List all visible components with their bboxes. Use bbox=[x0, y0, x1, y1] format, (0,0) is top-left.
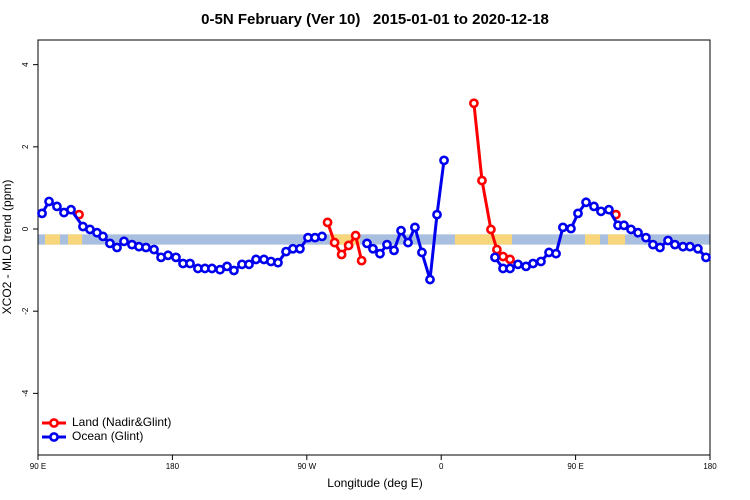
point bbox=[356, 255, 367, 266]
land-span bbox=[454, 234, 512, 245]
point bbox=[163, 250, 173, 261]
y-tick-label: -4 bbox=[21, 389, 30, 397]
point bbox=[322, 217, 333, 228]
point bbox=[141, 242, 151, 253]
point bbox=[244, 259, 254, 270]
point bbox=[171, 252, 181, 263]
point bbox=[105, 238, 115, 249]
point bbox=[655, 242, 665, 253]
land-span bbox=[68, 234, 83, 245]
point bbox=[350, 230, 361, 241]
point bbox=[439, 155, 449, 166]
legend-marker bbox=[49, 432, 59, 442]
legend: Land (Nadir&Glint)Ocean (Glint) bbox=[42, 415, 171, 443]
ocean-band bbox=[38, 234, 710, 245]
point bbox=[505, 263, 515, 274]
point bbox=[44, 196, 54, 207]
point bbox=[382, 239, 392, 250]
point bbox=[469, 98, 479, 109]
point bbox=[229, 265, 239, 276]
point bbox=[641, 232, 651, 243]
point bbox=[513, 259, 523, 270]
y-tick-label: 4 bbox=[21, 62, 30, 67]
x-tick-label: 90 E bbox=[567, 462, 583, 471]
x-tick-label: 180 bbox=[166, 462, 180, 471]
legend-label: Ocean (Glint) bbox=[72, 429, 143, 443]
point bbox=[604, 204, 614, 215]
point bbox=[112, 242, 122, 253]
point bbox=[336, 249, 347, 260]
point bbox=[37, 208, 47, 219]
point bbox=[98, 231, 108, 242]
y-tick-label: -2 bbox=[21, 307, 30, 315]
point bbox=[551, 248, 561, 259]
point bbox=[207, 263, 217, 274]
point bbox=[670, 239, 680, 250]
point bbox=[558, 222, 568, 233]
point bbox=[490, 252, 500, 263]
x-tick-label: 180 bbox=[703, 462, 717, 471]
point bbox=[119, 236, 129, 247]
point bbox=[149, 244, 159, 255]
point bbox=[273, 257, 283, 268]
point bbox=[486, 224, 496, 235]
point bbox=[566, 223, 576, 234]
point bbox=[410, 222, 420, 233]
land-span bbox=[329, 234, 360, 245]
point bbox=[693, 243, 703, 254]
point bbox=[343, 240, 354, 251]
point bbox=[368, 243, 378, 254]
point bbox=[685, 241, 695, 252]
point bbox=[403, 237, 413, 248]
point bbox=[317, 231, 327, 242]
point bbox=[633, 227, 643, 238]
x-tick-label: 0 bbox=[439, 462, 444, 471]
point bbox=[477, 175, 487, 186]
point bbox=[329, 237, 340, 248]
legend-label: Land (Nadir&Glint) bbox=[72, 415, 171, 429]
point bbox=[295, 243, 305, 254]
point bbox=[417, 247, 427, 258]
legend-marker bbox=[49, 418, 59, 428]
x-tick-label: 90 E bbox=[30, 462, 46, 471]
point bbox=[581, 197, 591, 208]
land-span bbox=[585, 234, 601, 245]
point bbox=[362, 238, 372, 249]
x-tick-label: 90 W bbox=[297, 462, 316, 471]
series-line bbox=[40, 160, 708, 281]
point bbox=[432, 209, 442, 220]
point bbox=[389, 245, 399, 256]
point bbox=[251, 254, 261, 265]
point bbox=[222, 261, 232, 272]
point bbox=[536, 256, 546, 267]
point bbox=[492, 244, 502, 255]
x-axis-label: Longitude (deg E) bbox=[327, 476, 422, 490]
point bbox=[619, 220, 629, 231]
point bbox=[589, 201, 599, 212]
point bbox=[663, 235, 673, 246]
y-axis-label: XCO2 - MLO trend (ppm) bbox=[0, 180, 14, 315]
y-tick-label: 0 bbox=[21, 226, 30, 231]
plot-frame bbox=[37, 39, 711, 456]
point bbox=[185, 258, 195, 269]
point bbox=[596, 206, 606, 217]
point bbox=[52, 201, 62, 212]
point bbox=[701, 252, 711, 263]
point bbox=[425, 274, 435, 285]
land-span bbox=[608, 234, 626, 245]
point bbox=[396, 225, 406, 236]
land-span bbox=[45, 234, 60, 245]
point bbox=[573, 208, 583, 219]
point bbox=[528, 258, 538, 269]
chart-title: 0-5N February (Ver 10) 2015-01-01 to 202… bbox=[201, 11, 549, 28]
point bbox=[375, 248, 385, 259]
point bbox=[505, 254, 515, 265]
point bbox=[66, 204, 76, 215]
y-tick-label: 2 bbox=[21, 144, 30, 149]
